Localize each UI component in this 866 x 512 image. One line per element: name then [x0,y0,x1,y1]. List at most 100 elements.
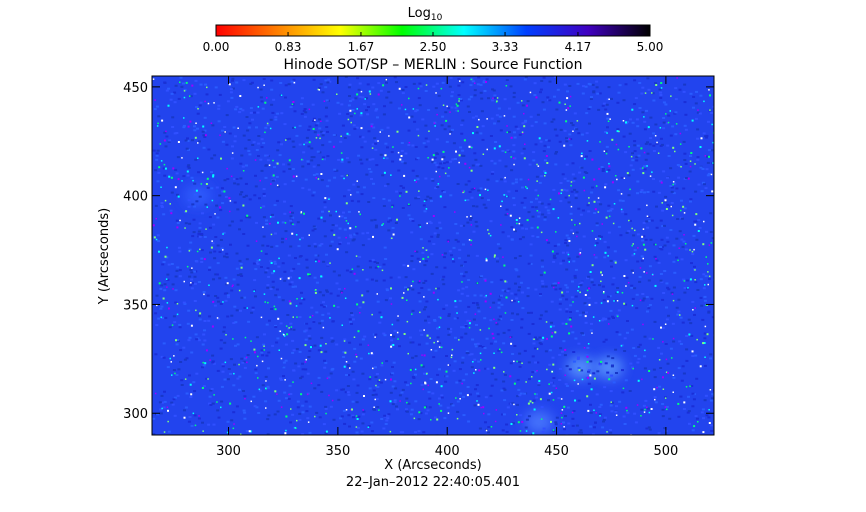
bright-speck [489,306,492,309]
bright-speck [632,272,634,274]
texture-speck [407,214,411,217]
texture-speck [440,394,444,397]
bright-speck [157,122,159,125]
bright-speck [518,222,521,225]
texture-speck [588,122,591,125]
texture-speck [571,280,574,283]
texture-speck [458,248,462,251]
texture-speck [376,300,380,303]
texture-speck [436,233,440,236]
bright-speck [354,112,356,115]
texture-speck [343,216,347,219]
texture-speck [270,103,274,106]
texture-speck [553,245,557,247]
texture-speck [689,200,692,203]
bright-speck [411,313,413,315]
bright-speck [437,298,439,301]
texture-speck [698,226,702,229]
texture-speck [160,202,164,204]
texture-speck [186,322,190,325]
texture-speck [694,117,698,120]
texture-speck [254,268,258,271]
texture-speck [489,342,493,345]
bright-speck [642,257,644,260]
texture-speck [424,279,428,282]
bright-speck [674,150,676,153]
texture-speck [221,365,225,368]
bright-speck [655,84,658,86]
texture-speck [442,162,446,165]
texture-speck [466,294,470,297]
texture-speck [684,113,688,116]
texture-speck [703,183,706,186]
texture-speck [516,313,520,316]
bright-speck [631,227,633,230]
texture-speck [464,271,468,274]
bright-speck [174,372,176,375]
texture-speck [424,137,428,140]
bright-speck [204,134,207,137]
bright-speck [656,141,658,144]
texture-speck [625,231,629,234]
bright-speck [647,126,650,129]
bright-speck [482,406,485,409]
texture-speck [553,257,557,260]
texture-speck [310,147,314,150]
bright-speck [166,406,169,408]
bright-speck [273,305,276,308]
bright-speck [345,236,347,239]
texture-speck [671,322,675,325]
texture-speck [633,79,637,82]
texture-speck [701,318,705,321]
bright-speck [626,172,629,175]
texture-speck [645,220,649,223]
texture-speck [628,390,632,392]
bright-speck [702,243,705,246]
bright-speck [702,431,705,434]
texture-speck [315,173,319,176]
texture-speck [175,374,179,376]
bright-speck [173,355,175,357]
texture-speck [512,197,516,200]
texture-speck [601,104,605,107]
bright-speck [470,215,472,217]
texture-speck [173,101,177,104]
texture-speck [431,392,435,395]
texture-speck [375,279,379,282]
bright-speck [216,401,218,403]
texture-speck [648,265,652,268]
texture-speck [429,197,433,200]
bright-speck [425,208,428,210]
texture-speck [201,130,205,133]
texture-speck [383,414,387,417]
texture-speck [263,194,266,197]
bright-speck [308,141,311,144]
bright-speck [196,250,199,253]
texture-speck [683,287,687,289]
bright-speck [300,393,303,396]
texture-speck [335,343,339,346]
texture-speck [312,117,316,120]
texture-speck [479,164,483,167]
texture-speck [210,388,214,390]
bright-speck [620,193,623,195]
bright-speck [509,214,512,217]
texture-speck [669,347,673,350]
texture-speck [524,119,528,122]
texture-speck [347,210,351,213]
texture-speck [260,100,264,103]
texture-speck [565,308,569,310]
texture-speck [660,245,664,248]
texture-speck [260,351,264,354]
texture-speck [342,388,345,391]
texture-speck [677,298,681,301]
texture-speck [469,145,473,148]
bright-speck [664,397,667,399]
texture-speck [694,102,698,105]
texture-speck [571,417,575,420]
bright-speck [168,307,170,310]
texture-speck [411,220,415,222]
texture-speck [407,287,411,290]
texture-speck [529,243,533,246]
texture-speck [531,206,535,209]
